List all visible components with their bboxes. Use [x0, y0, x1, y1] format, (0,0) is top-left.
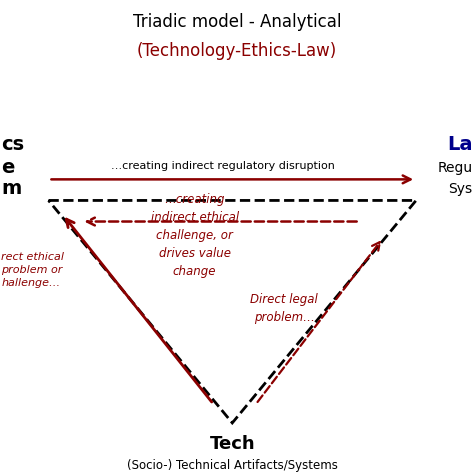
Text: Direct legal
problem…: Direct legal problem… [250, 292, 318, 324]
Text: …creating indirect regulatory disruption: …creating indirect regulatory disruption [111, 161, 335, 171]
Text: (Technology-Ethics-Law): (Technology-Ethics-Law) [137, 42, 337, 60]
Text: …creating
indirect ethical
challenge, or
drives value
change: …creating indirect ethical challenge, or… [151, 193, 238, 278]
Text: Sys: Sys [448, 182, 473, 196]
Text: Regu: Regu [438, 161, 473, 174]
Text: Tech: Tech [210, 435, 255, 453]
Text: Triadic model - Analytical: Triadic model - Analytical [133, 13, 341, 31]
Text: cs: cs [1, 135, 25, 154]
Text: e: e [1, 158, 15, 177]
Text: (Socio-) Technical Artifacts/Systems: (Socio-) Technical Artifacts/Systems [127, 458, 338, 472]
Text: La: La [447, 135, 473, 154]
Text: rect ethical
problem or
hallenge…: rect ethical problem or hallenge… [1, 252, 64, 288]
Text: m: m [1, 179, 22, 198]
